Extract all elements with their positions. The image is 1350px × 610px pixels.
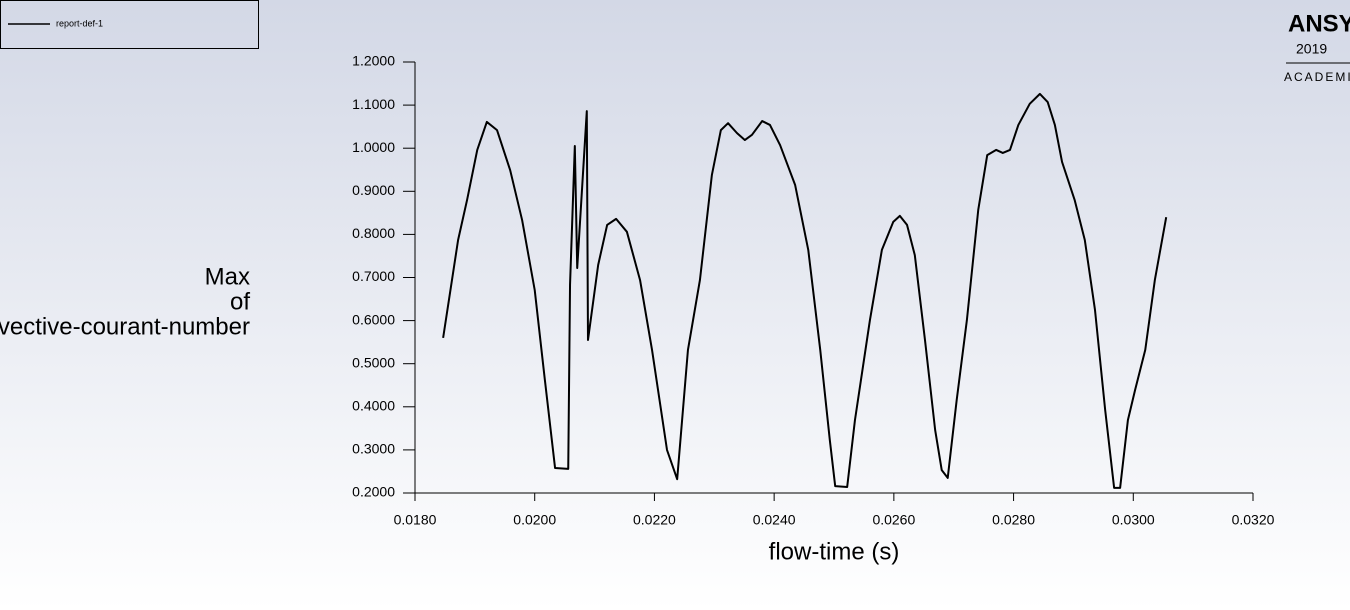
- x-tick-label: 0.0320: [1232, 512, 1275, 528]
- x-tick-label: 0.0280: [992, 512, 1035, 528]
- y-tick-label: 1.1000: [352, 96, 395, 112]
- y-tick-label: 0.4000: [352, 398, 395, 414]
- x-tick-label: 0.0200: [513, 512, 556, 528]
- x-tick-label: 0.0180: [394, 512, 437, 528]
- legend-box: [0, 0, 259, 49]
- x-tick-label: 0.0260: [872, 512, 915, 528]
- brand-year: 2019: [1296, 41, 1327, 57]
- y-tick-label: 0.3000: [352, 441, 395, 457]
- y-tick-label: 0.7000: [352, 268, 395, 284]
- x-tick-label: 0.0300: [1112, 512, 1155, 528]
- legend-label: report-def-1: [56, 18, 103, 28]
- y-tick-label: 0.2000: [352, 484, 395, 500]
- y-axis-label: Max: [205, 263, 250, 290]
- x-tick-label: 0.0220: [633, 512, 676, 528]
- x-axis-label: flow-time (s): [769, 538, 900, 565]
- y-tick-label: 0.6000: [352, 311, 395, 327]
- y-tick-label: 1.0000: [352, 139, 395, 155]
- brand-edition: ACADEMIC: [1284, 70, 1350, 84]
- y-axis-label: of: [230, 288, 250, 315]
- y-tick-label: 1.2000: [352, 53, 395, 69]
- y-tick-label: 0.8000: [352, 225, 395, 241]
- x-tick-label: 0.0240: [753, 512, 796, 528]
- brand-name: ANSYS: [1288, 10, 1350, 37]
- series-line: [442, 92, 1168, 489]
- y-tick-label: 0.5000: [352, 354, 395, 370]
- y-axis-label: convective-courant-number: [0, 313, 250, 340]
- y-tick-label: 0.9000: [352, 182, 395, 198]
